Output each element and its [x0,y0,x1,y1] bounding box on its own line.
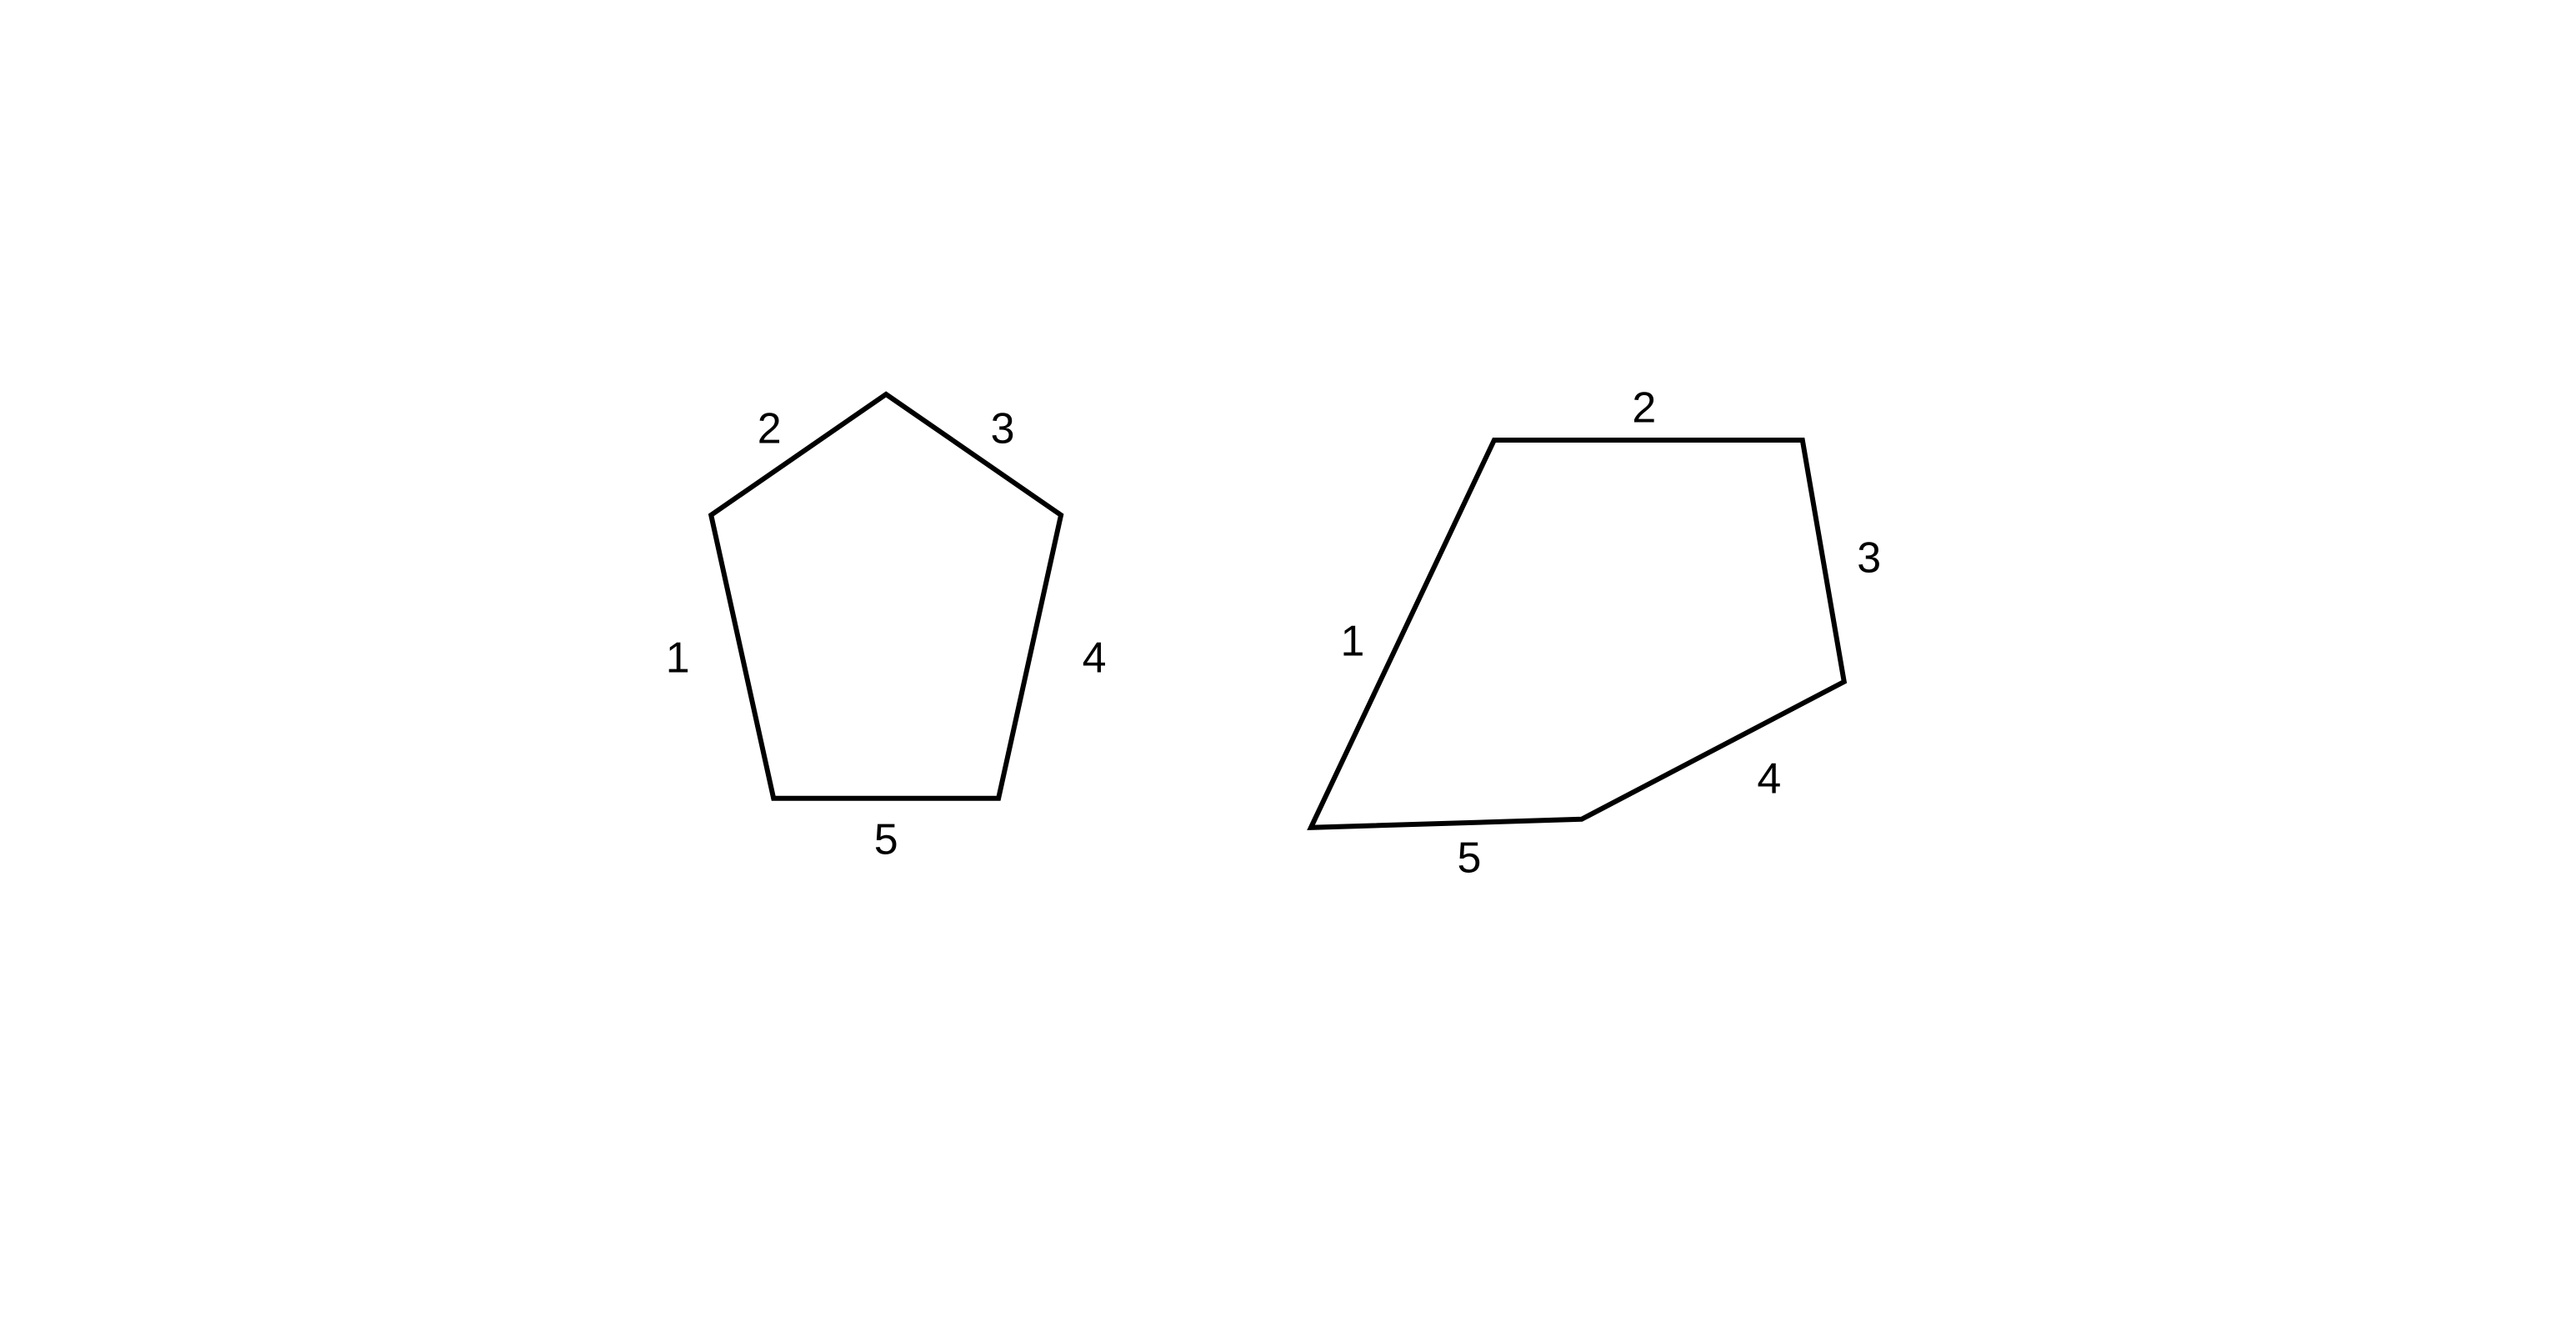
pentagon-regular-edge-4-label: 4 [1083,633,1107,682]
pentagon-regular-edge-2-label: 2 [758,404,782,453]
pentagon-regular-edge-1-label: 1 [666,633,690,682]
pentagon-regular [711,394,1061,799]
pentagon-irregular-edge-1-label: 1 [1341,617,1365,665]
pentagon-irregular-edge-3-label: 3 [1857,533,1881,582]
pentagon-irregular-edge-4-label: 4 [1757,754,1781,803]
pentagon-irregular-edge-5-label: 5 [1457,834,1481,882]
diagram-container: 1 2 3 4 5 1 2 3 4 5 [644,328,1932,990]
pentagon-regular-edge-5-label: 5 [874,815,898,864]
pentagon-diagram: 1 2 3 4 5 1 2 3 4 5 [644,328,1932,986]
pentagon-regular-edge-3-label: 3 [991,404,1015,453]
pentagon-irregular-edge-2-label: 2 [1632,383,1656,432]
